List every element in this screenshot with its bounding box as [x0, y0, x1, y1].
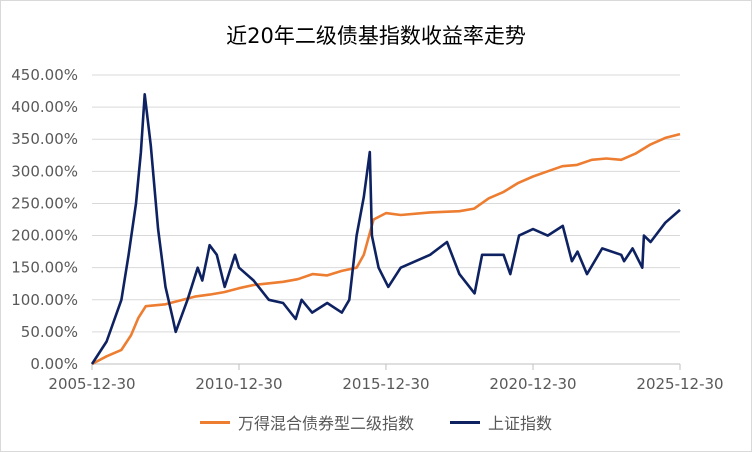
- y-tick-label-3: 150.00%: [11, 259, 78, 277]
- y-tick-label-0: 0.00%: [30, 355, 78, 373]
- gridlines: [92, 74, 680, 333]
- y-tick-label-9: 450.00%: [11, 66, 78, 84]
- legend-label-bond-index: 万得混合债券型二级指数: [237, 414, 414, 433]
- x-tick-label-0: 2005-12-30: [48, 375, 135, 393]
- axes: [91, 363, 681, 370]
- x-tick-label-2: 2015-12-30: [342, 375, 429, 393]
- y-axis-tick-labels: 0.00% 50.00% 100.00% 150.00% 200.00% 250.00% 3…: [11, 66, 78, 373]
- legend: 万得混合债券型二级指数 上证指数: [0, 410, 752, 434]
- y-tick-label-6: 300.00%: [11, 162, 78, 180]
- x-tick-label-1: 2010-12-30: [195, 375, 282, 393]
- series-line-bond-index: [91, 132, 681, 366]
- y-tick-label-1: 50.00%: [21, 323, 78, 341]
- x-tick-label-4: 2025-12-30: [636, 375, 723, 393]
- legend-swatch-sse-index: [450, 420, 480, 424]
- legend-swatch-bond-index: [199, 420, 230, 424]
- y-tick-label-5: 250.00%: [11, 194, 78, 212]
- chart-title: 近20年二级债基指数收益率走势: [226, 24, 526, 48]
- series-lines: [90, 93, 681, 366]
- legend-item-sse-index[interactable]: 上证指数: [450, 410, 552, 434]
- x-tick-label-3: 2020-12-30: [489, 375, 576, 393]
- y-tick-label-2: 100.00%: [11, 291, 78, 309]
- y-tick-label-7: 350.00%: [11, 130, 78, 148]
- legend-item-bond-index[interactable]: 万得混合债券型二级指数: [199, 410, 414, 434]
- y-tick-label-4: 200.00%: [11, 227, 78, 245]
- y-tick-label-8: 400.00%: [11, 98, 78, 116]
- x-axis-tick-labels: 2005-12-30 2010-12-30 2015-12-30 2020-12-30…: [48, 375, 723, 393]
- legend-label-sse-index: 上证指数: [488, 414, 553, 433]
- series-line-sse-index: [90, 93, 681, 365]
